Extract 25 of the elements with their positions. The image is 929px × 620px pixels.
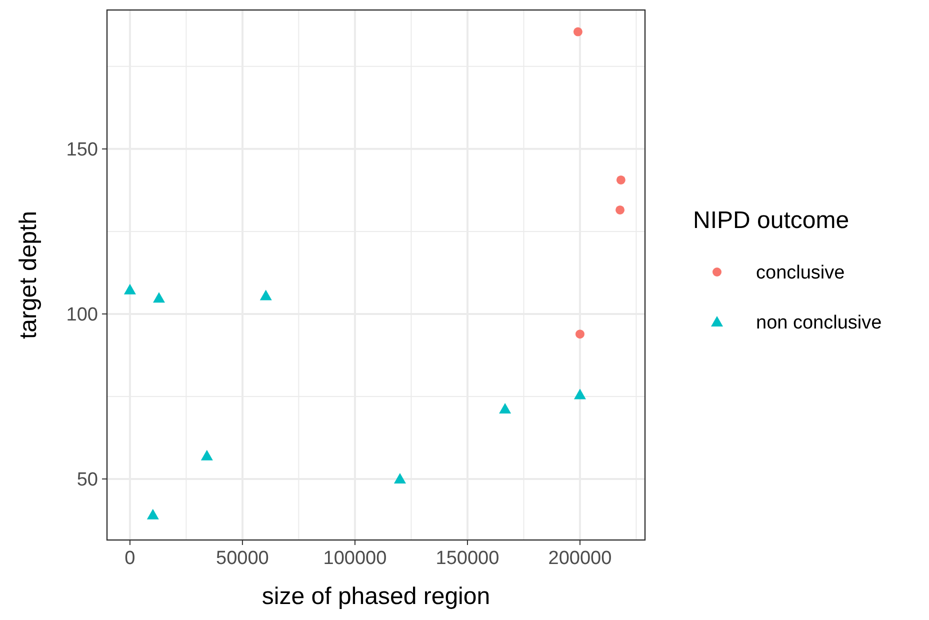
x-tick-label: 100000: [323, 548, 387, 569]
legend-title: NIPD outcome: [693, 207, 850, 234]
legend-label: non conclusive: [756, 312, 882, 334]
x-tick-label: 150000: [436, 548, 500, 569]
point: [260, 290, 272, 300]
point: [394, 472, 406, 484]
point: [200, 450, 213, 460]
x-tick-label: 50000: [216, 548, 269, 569]
x-tick-label: 0: [124, 548, 136, 569]
point: [616, 175, 626, 184]
point: [499, 402, 512, 414]
y-tick-label: 150: [66, 140, 98, 161]
point: [152, 292, 165, 303]
point: [574, 388, 586, 400]
y-tick-label: 50: [76, 470, 98, 491]
x-axis-title: size of phased region: [262, 583, 490, 610]
point: [616, 205, 625, 214]
x-tick-label: 200000: [548, 548, 612, 569]
y-axis-title: target depth: [15, 210, 42, 340]
legend-label: conclusive: [756, 262, 845, 284]
point: [124, 284, 136, 294]
point: [575, 330, 584, 339]
y-tick-label: 100: [66, 304, 98, 326]
point: [573, 27, 582, 36]
point: [146, 508, 159, 520]
